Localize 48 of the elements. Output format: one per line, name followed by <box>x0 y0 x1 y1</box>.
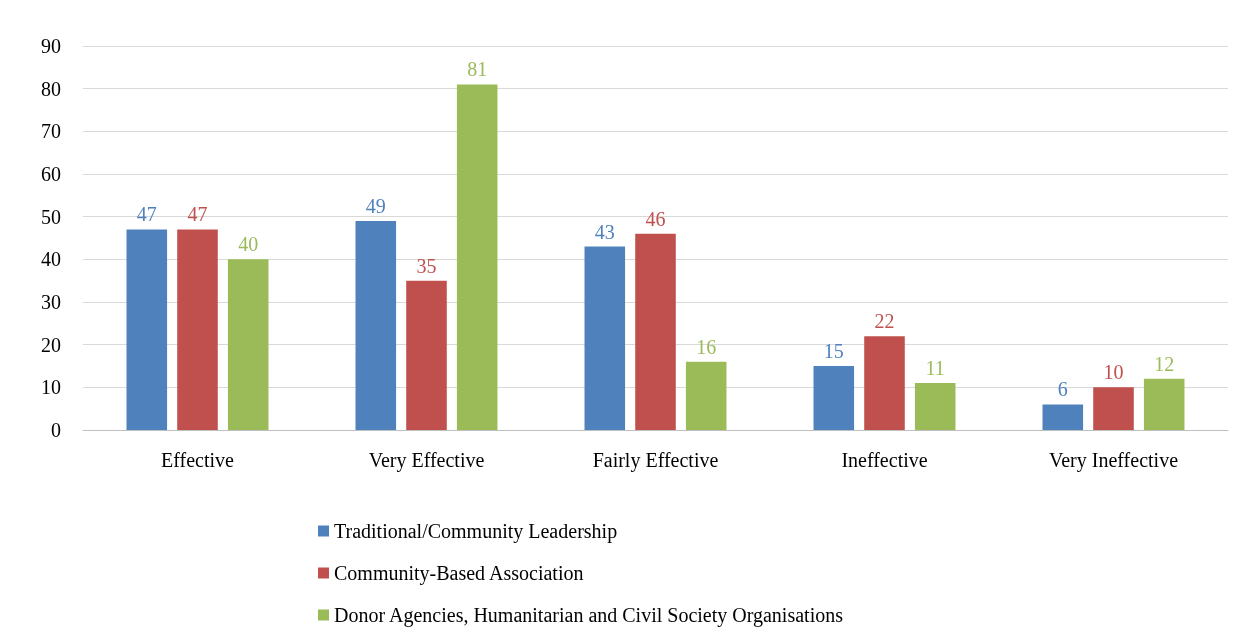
y-tick-label: 30 <box>41 291 61 313</box>
y-tick-label: 20 <box>41 333 61 356</box>
bar <box>456 84 498 430</box>
y-tick-label: 40 <box>41 248 61 271</box>
bar <box>1093 387 1134 430</box>
bar <box>177 229 218 430</box>
bar <box>227 259 269 430</box>
data-label: 35 <box>416 254 437 277</box>
legend-label: Community-Based Association <box>334 562 584 585</box>
bar <box>584 246 626 430</box>
data-label: 40 <box>238 233 259 256</box>
data-label: 10 <box>1103 361 1124 384</box>
x-tick-label: Very Ineffective <box>1048 449 1179 472</box>
bar <box>406 280 447 430</box>
x-tick-label: Ineffective <box>841 449 928 471</box>
x-tick-label: Effective <box>161 449 235 471</box>
data-label: 12 <box>1154 352 1175 375</box>
x-tick-label: Very Effective <box>368 449 485 472</box>
data-label: 15 <box>823 340 844 362</box>
data-label: 46 <box>645 207 666 230</box>
legend-label: Traditional/Community Leadership <box>334 520 618 543</box>
data-label: 81 <box>467 58 488 81</box>
y-tick-label: 80 <box>41 77 61 100</box>
y-tick-label: 70 <box>41 120 61 143</box>
bar <box>685 361 727 430</box>
bar <box>1143 378 1185 430</box>
y-tick-label: 50 <box>41 205 61 228</box>
y-tick-label: 10 <box>41 376 61 399</box>
bar <box>126 229 168 430</box>
data-label: 6 <box>1057 378 1068 401</box>
data-label: 11 <box>925 357 945 380</box>
data-label: 47 <box>136 203 157 226</box>
data-label: 16 <box>696 335 717 358</box>
bar <box>914 383 956 430</box>
bar <box>1042 404 1084 430</box>
bar <box>355 220 397 430</box>
y-tick-label: 90 <box>41 35 61 57</box>
bar <box>813 366 855 430</box>
y-tick-label: 60 <box>41 163 61 185</box>
bar <box>864 336 905 430</box>
y-tick-label: 0 <box>51 419 61 441</box>
data-label: 22 <box>874 310 895 333</box>
data-label: 43 <box>594 220 615 243</box>
data-label: 49 <box>365 194 386 217</box>
legend-label: Donor Agencies, Humanitarian and Civil Society Organisations <box>334 604 844 627</box>
data-label: 47 <box>187 203 208 226</box>
bar <box>635 233 676 430</box>
x-tick-label: Fairly Effective <box>592 449 719 472</box>
